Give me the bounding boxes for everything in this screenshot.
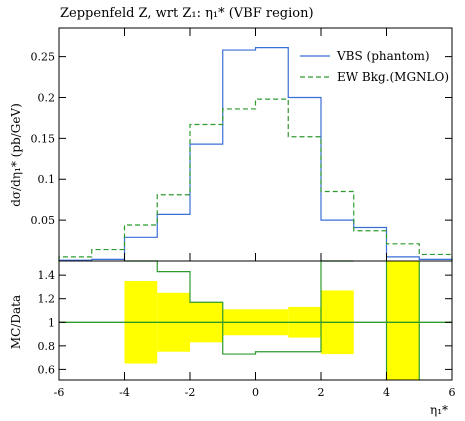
main-y-tick-label: 0.2 [38,91,56,104]
main-y-ticks: 0.05 0.1 0.15 0.2 0.25 [31,51,452,227]
ratio-panel: 0.6 0.8 1 1.2 1.4 -6 -4 -2 0 2 4 6 MC/Data η₁* [9,28,456,417]
x-tick-label: -6 [54,386,65,399]
ratio-line [124,260,354,355]
ratio-y-tick-label: 1.4 [38,269,56,282]
x-tick-label: -4 [119,386,130,399]
ratio-y-tick-label: 0.8 [38,340,56,353]
x-tick-label: 4 [383,386,390,399]
main-panel: 0.05 0.1 0.15 0.2 0.25 dσ/dη₁* (pb/GeV) VBS … [9,27,453,262]
legend-label-vbs: VBS (phantom) [336,49,430,63]
main-y-tick-label: 0.05 [31,214,56,227]
uncertainty-band [386,261,420,380]
chart-title: Zeppenfeld Z, wrt Z₁: η₁* (VBF region) [60,6,314,21]
main-y-axis-label: dσ/dη₁* (pb/GeV) [9,103,23,207]
x-tick-label: -2 [185,386,196,399]
main-y-tick-label: 0.25 [31,51,56,64]
x-tick-label: 2 [318,386,325,399]
uncertainty-bands [124,261,420,380]
ratio-y-tick-label: 1.2 [38,293,56,306]
ratio-series [124,260,420,380]
ratio-y-tick-label: 1 [48,316,55,329]
x-ticks: -6 -4 -2 0 2 4 6 [54,28,456,399]
x-tick-label: 6 [449,386,456,399]
series-ew-bkg-mgnlo-line [58,98,453,261]
legend: VBS (phantom) EW Bkg.(MGNLO) [300,49,449,84]
ratio-y-tick-label: 0.6 [38,363,56,376]
ratio-y-axis-label: MC/Data [9,295,23,349]
ratio-line-offscale [385,261,420,380]
x-axis-label: η₁* [430,403,448,417]
x-tick-label: 0 [252,386,259,399]
legend-label-ew-bkg: EW Bkg.(MGNLO) [337,70,449,84]
main-y-tick-label: 0.1 [38,173,56,186]
ratio-y-ticks: 0.6 0.8 1 1.2 1.4 [38,269,452,376]
main-y-tick-label: 0.15 [31,132,56,145]
